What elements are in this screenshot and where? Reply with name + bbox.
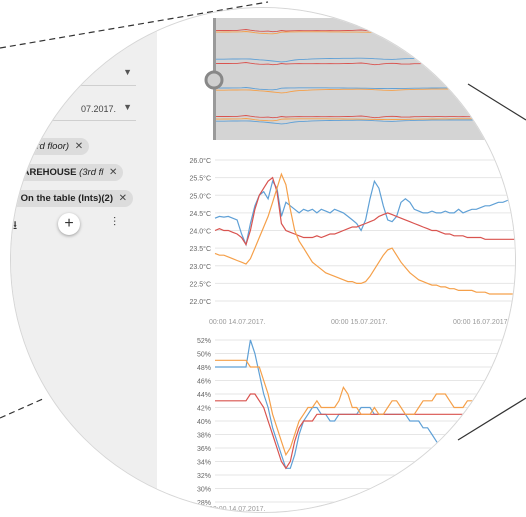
temperature-y-axis: 26.0°C 25.5°C 25.0°C 24.5°C 24.0°C 23.5°C 23.0… <box>190 157 211 306</box>
download-icon[interactable]: ⭳ <box>13 216 17 237</box>
y-tick-label: 36% <box>197 446 211 453</box>
y-tick-label: 52% <box>197 338 211 345</box>
humidity-grid <box>215 340 516 502</box>
x-tick-label: 00:00 15.07.2017. <box>331 319 387 326</box>
temperature-x-axis: 00:00 14.07.2017. 00:00 15.07.2017. 00:00 … <box>209 319 509 326</box>
y-tick-label: 38% <box>197 433 211 440</box>
close-icon[interactable]: ✕ <box>119 193 127 204</box>
y-tick-label: 32% <box>197 473 211 480</box>
sensor-color-marker <box>11 192 14 204</box>
period-select[interactable]: ▼ <box>11 63 136 86</box>
series-line <box>215 340 516 482</box>
sensor-chip-name: On the table (Ints)(2) <box>21 193 113 204</box>
temperature-series <box>215 174 516 294</box>
charts-svg: 26.0°C 25.5°C 25.0°C 24.5°C 24.0°C 23.5°C 23.0… <box>157 8 516 513</box>
sensor-chip-location: (3rd fl <box>79 167 103 178</box>
plus-icon: + <box>64 215 73 232</box>
y-tick-label: 25.5°C <box>190 175 211 183</box>
add-button[interactable]: + <box>58 213 80 235</box>
y-tick-label: 22.0°C <box>190 298 211 306</box>
x-tick-label: 00:00 16.07.2017. <box>453 319 509 326</box>
y-tick-label: 22.5°C <box>190 280 211 288</box>
sensor-chip[interactable]: On the table (Ints)(2) ✕ <box>10 190 133 207</box>
series-line <box>215 394 516 468</box>
y-tick-label: 44% <box>197 392 211 399</box>
y-tick-label: 26.0°C <box>190 157 211 165</box>
chevron-down-icon: ▼ <box>123 102 132 112</box>
y-tick-label: 34% <box>197 460 211 467</box>
y-tick-label: 25.0°C <box>190 192 211 200</box>
sensor-chip-location: (3rd floor) <box>28 141 69 152</box>
humidity-x-axis: 00:00 14.07.2017. 00:00 15.07.2017. <box>209 506 387 513</box>
y-tick-label: 23.5°C <box>190 245 211 253</box>
sensor-chip-name: -WAREHOUSE <box>11 167 76 178</box>
chevron-down-icon: ▼ <box>123 67 132 77</box>
date-select[interactable]: 07.2017. ▼ <box>11 98 136 121</box>
x-tick-label: 00:00 15.07.2017. <box>331 506 387 513</box>
close-icon[interactable]: ✕ <box>75 141 83 152</box>
zoom-lens: ▼ 07.2017. ▼ dio (3rd floor) ✕ -WAREHOUS… <box>10 7 516 513</box>
sliders-icon[interactable]: ⫶ <box>113 215 116 230</box>
series-line <box>215 174 516 294</box>
sensor-chip-name: dio <box>11 141 25 152</box>
sensor-chip[interactable]: -WAREHOUSE (3rd fl ✕ <box>10 164 123 181</box>
y-tick-label: 30% <box>197 487 211 494</box>
y-tick-label: 24.0°C <box>190 228 211 236</box>
sensor-chip[interactable]: dio (3rd floor) ✕ <box>10 138 89 155</box>
humidity-y-axis: 52%50%48%46%44%42%40%38%36%34%32%30%28% <box>197 338 211 507</box>
temperature-grid <box>215 160 516 301</box>
humidity-series <box>215 340 516 482</box>
x-tick-label: 00:00 14.07.2017. <box>209 506 265 513</box>
y-tick-label: 46% <box>197 379 211 386</box>
x-tick-label: 00:00 14.07.2017. <box>209 319 265 326</box>
y-tick-label: 48% <box>197 365 211 372</box>
navigator-handle[interactable] <box>206 72 222 88</box>
charts-panel: 26.0°C 25.5°C 25.0°C 24.5°C 24.0°C 23.5°C 23.0… <box>157 8 516 513</box>
close-icon[interactable]: ✕ <box>109 167 117 178</box>
y-tick-label: 40% <box>197 419 211 426</box>
date-select-value: 07.2017. <box>81 104 116 114</box>
y-tick-label: 23.0°C <box>190 263 211 271</box>
y-tick-label: 42% <box>197 406 211 413</box>
sidebar: ▼ 07.2017. ▼ dio (3rd floor) ✕ -WAREHOUS… <box>11 8 157 513</box>
y-tick-label: 50% <box>197 352 211 359</box>
y-tick-label: 24.5°C <box>190 210 211 218</box>
